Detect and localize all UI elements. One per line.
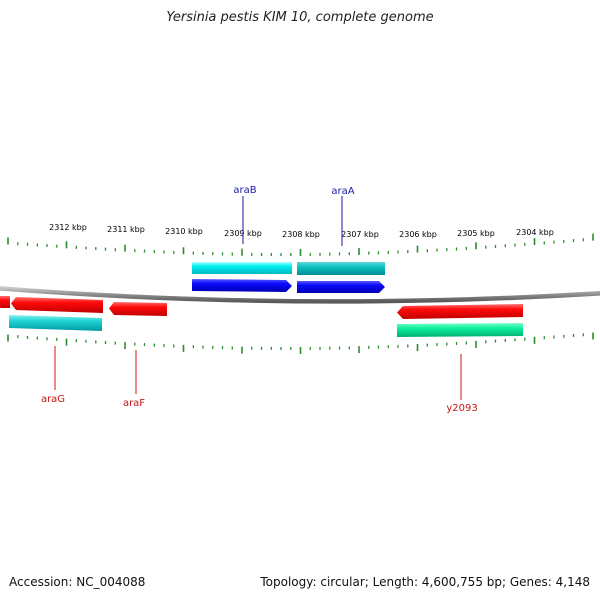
topology-text: Topology: circular; Length: 4,600,755 bp… — [260, 575, 590, 589]
ruler-label: 2305 kbp — [457, 229, 495, 238]
genome-backbone — [0, 286, 600, 304]
gene-bar[interactable] — [192, 262, 292, 274]
ruler-label: 2304 kbp — [516, 228, 554, 237]
gene-arrow-araG[interactable] — [11, 297, 103, 313]
gene-bar[interactable] — [9, 315, 102, 331]
gene-arrow[interactable] — [0, 296, 10, 308]
gene-label-y2093[interactable]: y2093 — [446, 403, 477, 414]
gene-bar[interactable] — [397, 323, 523, 337]
gene-labels: araB araA araG araF y2093 — [41, 185, 478, 414]
ruler-label: 2308 kbp — [282, 230, 320, 239]
forward-strand-features — [192, 262, 385, 293]
ruler-label: 2310 kbp — [165, 227, 203, 236]
ruler-label: 2312 kbp — [49, 223, 87, 232]
gene-label-araF[interactable]: araF — [123, 398, 145, 409]
gene-arrow-y2093[interactable] — [397, 304, 523, 319]
accession-text: Accession: NC_004088 — [9, 575, 146, 589]
gene-label-araG[interactable]: araG — [41, 394, 65, 405]
gene-bar[interactable] — [297, 262, 385, 275]
gene-label-lines — [54, 196, 462, 400]
map-title: Yersinia pestis KIM 10, complete genome — [166, 10, 434, 25]
reverse-strand-features — [0, 296, 523, 337]
ruler-label: 2306 kbp — [399, 230, 437, 239]
gene-label-araA[interactable]: araA — [331, 186, 354, 197]
ruler-labels: 2312 kbp 2311 kbp 2310 kbp 2309 kbp 2308… — [49, 223, 554, 239]
ruler-ticks-top — [7, 233, 594, 257]
ruler-ticks-bottom — [7, 332, 594, 354]
ruler-label: 2311 kbp — [107, 225, 145, 234]
ruler-label: 2307 kbp — [341, 230, 379, 239]
gene-arrow-araA[interactable] — [297, 281, 385, 293]
gene-label-araB[interactable]: araB — [233, 185, 256, 196]
gene-arrow-araB[interactable] — [192, 279, 292, 292]
gene-arrow-araF[interactable] — [109, 302, 167, 316]
